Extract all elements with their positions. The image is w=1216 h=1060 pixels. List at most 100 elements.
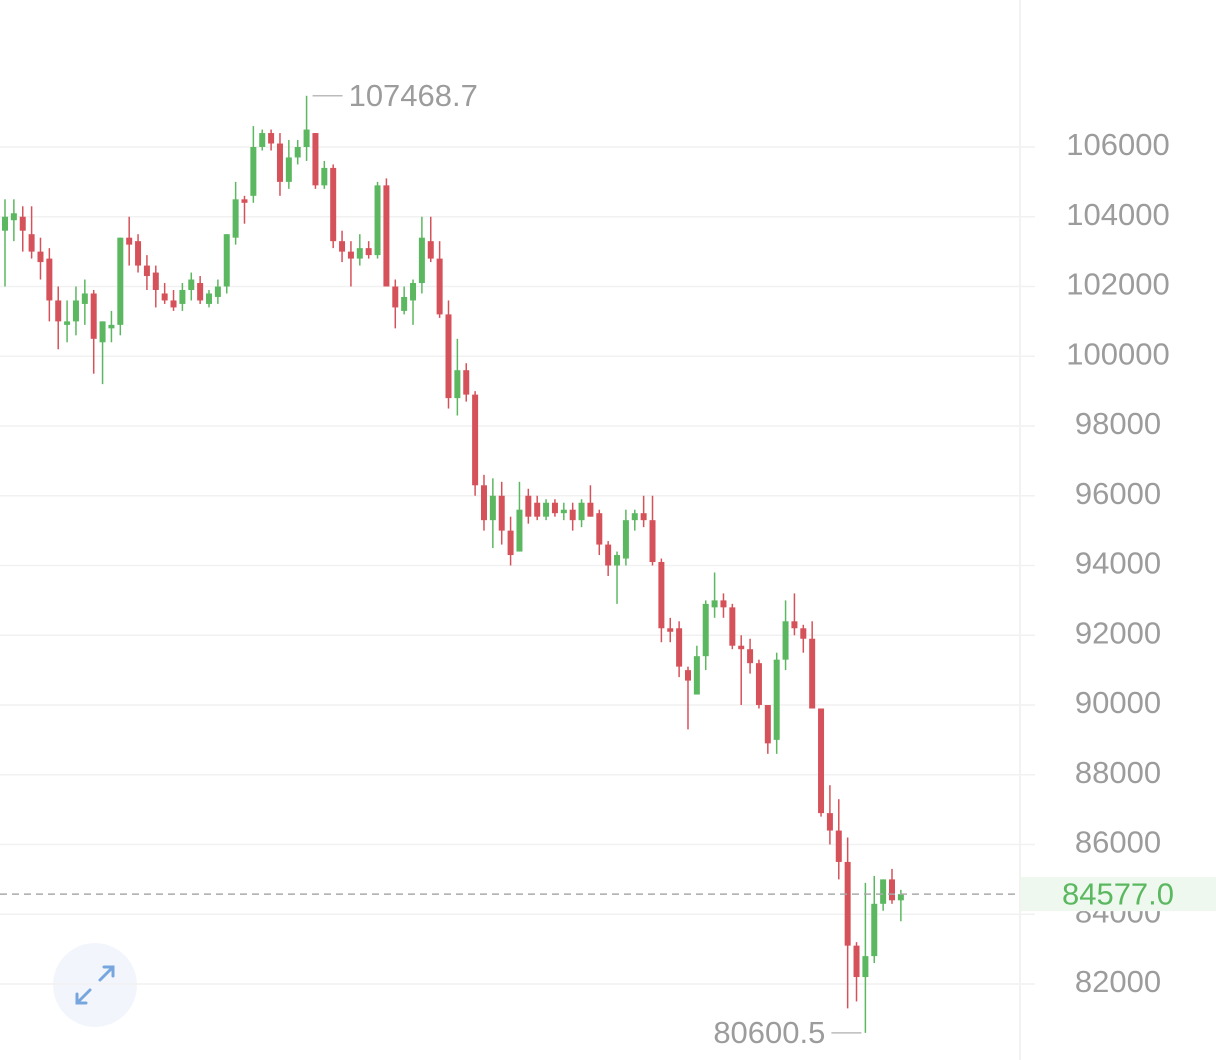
- candle-body: [658, 562, 665, 629]
- candle-body: [126, 237, 133, 245]
- candle-body: [543, 502, 550, 517]
- candle-body: [418, 237, 425, 284]
- candle-body: [276, 143, 283, 182]
- y-tick-label: 90000: [1075, 685, 1161, 720]
- candle-body: [339, 241, 346, 252]
- candle-body: [747, 649, 754, 664]
- candle-body: [241, 199, 248, 203]
- candle-body: [489, 495, 496, 521]
- candle-body: [622, 520, 629, 559]
- candle-body: [170, 300, 177, 308]
- candle-body: [800, 628, 807, 639]
- candle-body: [285, 157, 292, 182]
- y-tick-label: 98000: [1075, 406, 1161, 441]
- candle-body: [10, 213, 17, 221]
- candle-body: [383, 185, 390, 287]
- candle-body: [356, 248, 363, 259]
- candle-body: [330, 167, 337, 242]
- last-price-label: 84577.0: [1062, 876, 1174, 911]
- y-tick-label: 92000: [1075, 615, 1161, 650]
- candle-body: [755, 663, 762, 706]
- candle-body: [99, 321, 106, 343]
- candle-body: [427, 241, 434, 259]
- y-tick-label: 82000: [1075, 964, 1161, 999]
- candle-body: [55, 300, 62, 322]
- candle-body: [844, 861, 851, 946]
- candle-body: [587, 502, 594, 517]
- candle-body: [773, 659, 780, 740]
- expand-button[interactable]: [53, 943, 137, 1027]
- candle-body: [312, 133, 319, 186]
- candle-body: [551, 502, 558, 514]
- candle-body: [259, 133, 266, 147]
- candle-body: [401, 296, 408, 311]
- candle-body: [560, 509, 567, 514]
- min-label: 80600.5: [713, 1015, 825, 1050]
- expand-button-bg[interactable]: [53, 943, 137, 1027]
- candle-body: [897, 894, 904, 901]
- candle-body: [614, 555, 621, 566]
- candle-body: [871, 903, 878, 957]
- last-price-box: [1021, 877, 1216, 912]
- candle-body: [676, 628, 683, 667]
- candle-body: [782, 621, 789, 660]
- candle-body: [534, 502, 541, 517]
- candle-body: [19, 216, 26, 231]
- candle-body: [161, 293, 168, 301]
- candle-body: [46, 258, 53, 301]
- y-tick-label: 104000: [1066, 197, 1169, 232]
- candle-body: [152, 272, 159, 290]
- candle-body: [605, 544, 612, 566]
- y-tick-label: 102000: [1066, 267, 1169, 302]
- candle-body: [436, 258, 443, 315]
- candle-body: [135, 241, 142, 266]
- candle-body: [214, 286, 221, 297]
- candle-body: [410, 283, 417, 301]
- candle-body: [507, 530, 514, 556]
- y-tick-label: 106000: [1066, 127, 1169, 162]
- candle-body: [667, 628, 674, 632]
- expand-icon[interactable]: [75, 965, 115, 1005]
- candle-body: [206, 293, 213, 304]
- candle-body: [525, 495, 532, 517]
- candle-body: [862, 956, 869, 978]
- candle-body: [826, 813, 833, 831]
- candle-body: [702, 603, 709, 657]
- candle-body: [64, 321, 71, 325]
- candle-body: [472, 394, 479, 486]
- candle-body: [649, 520, 656, 563]
- candle-body: [90, 293, 97, 339]
- candle-body: [791, 621, 798, 629]
- candle-body: [738, 645, 745, 650]
- candle-body: [188, 279, 195, 290]
- candle-body: [347, 251, 354, 259]
- candle-body: [764, 705, 771, 744]
- candle-body: [143, 265, 150, 277]
- candle-body: [569, 509, 576, 521]
- candle-body: [321, 167, 328, 186]
- y-tick-label: 94000: [1075, 546, 1161, 581]
- candle-body: [711, 600, 718, 608]
- candle-body: [454, 370, 461, 399]
- candle-body: [392, 286, 399, 308]
- candle-body: [223, 234, 230, 287]
- candle-body: [28, 234, 35, 252]
- y-tick-label: 96000: [1075, 476, 1161, 511]
- candle-body: [578, 502, 585, 521]
- candle-body: [303, 129, 310, 147]
- candle-body: [640, 513, 647, 521]
- candle-body: [445, 314, 452, 399]
- candle-body: [232, 199, 239, 238]
- candle-body: [72, 300, 79, 322]
- candle-body: [250, 146, 257, 196]
- candle-body: [809, 638, 816, 709]
- candle-body: [889, 879, 895, 901]
- candle-body: [365, 248, 372, 256]
- candle-body: [835, 830, 842, 862]
- candle-body: [480, 485, 487, 521]
- candle-body: [374, 185, 381, 256]
- candle-body: [268, 133, 275, 144]
- candle-body: [37, 251, 44, 263]
- candle-body: [463, 370, 470, 395]
